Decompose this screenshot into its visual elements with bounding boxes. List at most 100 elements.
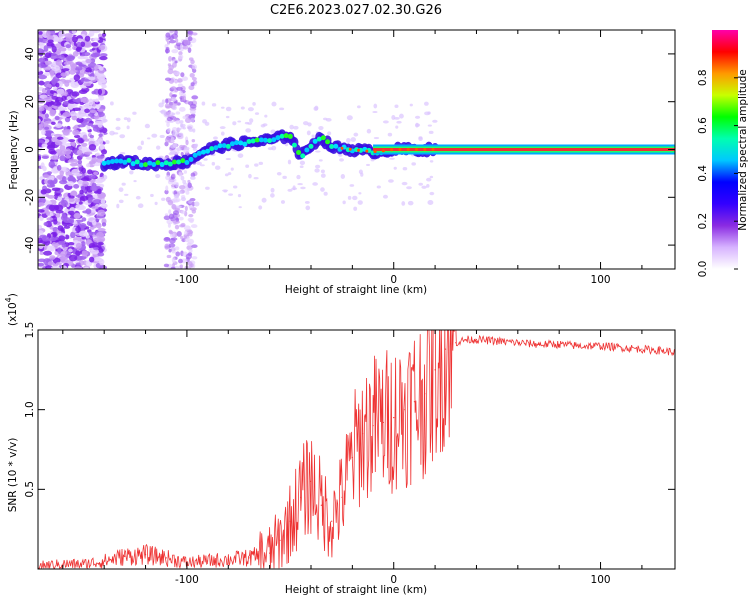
heatmap-noise-cell <box>56 136 64 140</box>
snr-x-tick-label: 0 <box>390 574 397 586</box>
heatmap-noise-cell <box>184 205 188 212</box>
heatmap-noise-cell <box>322 117 328 121</box>
heatmap-noise-cell <box>189 110 196 115</box>
heatmap-noise-cell <box>188 248 193 253</box>
heatmap-ridge-cell <box>258 137 264 143</box>
heatmap-noise-cell <box>165 185 169 192</box>
spectrogram-x-tick-label: -100 <box>175 274 199 286</box>
heatmap-noise-cell <box>58 105 64 111</box>
heatmap-noise-cell <box>137 145 143 151</box>
heatmap-noise-cell <box>75 226 81 233</box>
heatmap-noise-cell <box>94 258 103 262</box>
heatmap-noise-cell <box>91 42 99 47</box>
heatmap-noise-cell <box>163 263 170 268</box>
heatmap-noise-cell <box>70 231 76 239</box>
heatmap-noise-cell <box>54 123 63 128</box>
heatmap-ridge-cell <box>163 160 169 166</box>
heatmap-noise-cell <box>178 258 183 264</box>
heatmap-noise-cell <box>97 209 106 217</box>
heatmap-noise-cell <box>38 230 44 236</box>
heatmap-noise-cell <box>49 53 59 60</box>
heatmap-noise-cell <box>55 209 64 214</box>
spectrogram-y-tick-label: 20 <box>24 95 36 108</box>
snr-data-point <box>403 409 405 411</box>
heatmap-noise-cell <box>168 101 174 106</box>
heatmap-noise-cell <box>247 107 254 112</box>
heatmap-noise-cell <box>423 101 429 106</box>
heatmap-noise-cell <box>44 96 53 102</box>
heatmap-noise-cell <box>73 184 80 189</box>
heatmap-peak-cell <box>357 148 361 152</box>
heatmap-ridge-cell <box>263 137 268 143</box>
snr-data-point <box>372 425 374 427</box>
spectrogram-x-tick-label: 100 <box>591 274 611 286</box>
heatmap-noise-cell <box>99 56 108 61</box>
heatmap-noise-cell <box>38 209 45 213</box>
heatmap-ridge-cell <box>329 144 335 150</box>
heatmap-noise-cell <box>47 194 55 199</box>
heatmap-noise-cell <box>188 128 194 132</box>
heatmap-noise-cell <box>353 206 358 211</box>
heatmap-ridge-cell <box>291 142 297 148</box>
heatmap-noise-cell <box>53 219 58 225</box>
snr-y-tick-label: 1.0 <box>24 401 36 418</box>
snr-plot-area <box>38 330 675 569</box>
heatmap-noise-cell <box>180 210 186 215</box>
snr-data-point <box>455 342 457 344</box>
heatmap-noise-cell <box>171 86 177 90</box>
snr-data-point <box>165 557 167 559</box>
heatmap-noise-cell <box>346 115 353 121</box>
heatmap-noise-cell <box>84 151 93 155</box>
heatmap-noise-cell <box>178 51 183 56</box>
snr-data-point <box>444 348 447 350</box>
heatmap-ridge-cell <box>172 159 177 165</box>
heatmap-noise-cell <box>101 149 108 155</box>
snr-data-point <box>248 557 250 559</box>
snr-data-point <box>310 480 312 482</box>
heatmap-noise-cell <box>270 193 275 198</box>
heatmap-noise-cell <box>57 225 64 231</box>
heatmap-noise-cell <box>91 157 98 164</box>
heatmap-noise-cell <box>172 197 178 203</box>
heatmap-noise-cell <box>238 206 242 209</box>
snr-data-point <box>289 520 291 522</box>
heatmap-noise-cell <box>180 222 186 228</box>
heatmap-noise-cell <box>38 224 43 230</box>
heatmap-noise-cell <box>225 106 232 112</box>
heatmap-noise-cell <box>90 58 96 64</box>
snr-data-point <box>413 401 416 403</box>
heatmap-noise-cell <box>304 200 310 204</box>
heatmap-ridge-cell <box>229 141 235 147</box>
heatmap-noise-cell <box>65 154 72 159</box>
colorbar-tick-label: 0.4 <box>697 165 709 182</box>
heatmap-ridge-cell <box>296 149 302 155</box>
heatmap-noise-cell <box>196 161 202 166</box>
heatmap-noise-cell <box>175 37 179 44</box>
heatmap-noise-cell <box>42 174 50 179</box>
spectrogram-y-tick-label: 40 <box>24 47 36 60</box>
heatmap-noise-cell <box>178 190 183 194</box>
heatmap-noise-cell <box>93 52 101 57</box>
snr-data-point <box>320 504 322 506</box>
heatmap-noise-cell <box>63 33 73 38</box>
snr-data-point <box>620 346 622 349</box>
heatmap-ridge-cell <box>271 137 277 143</box>
heatmap-noise-cell <box>402 167 408 171</box>
snr-x-tick-label: -100 <box>175 574 199 586</box>
heatmap-noise-cell <box>98 95 105 101</box>
heatmap-noise-cell <box>80 195 89 201</box>
heatmap-noise-cell <box>151 133 158 138</box>
heatmap-noise-cell <box>78 230 88 237</box>
heatmap-noise-cell <box>48 204 56 212</box>
heatmap-noise-cell <box>64 117 71 123</box>
heatmap-ridge-cell <box>196 150 202 156</box>
heatmap-noise-cell <box>168 39 176 44</box>
heatmap-noise-cell <box>171 62 177 68</box>
heatmap-noise-cell <box>59 170 65 176</box>
heatmap-noise-cell <box>58 31 65 38</box>
heatmap-noise-cell <box>72 107 81 111</box>
snr-data-point <box>279 539 281 541</box>
heatmap-noise-cell <box>314 105 319 111</box>
heatmap-noise-cell <box>389 157 395 160</box>
heatmap-noise-cell <box>270 129 276 134</box>
